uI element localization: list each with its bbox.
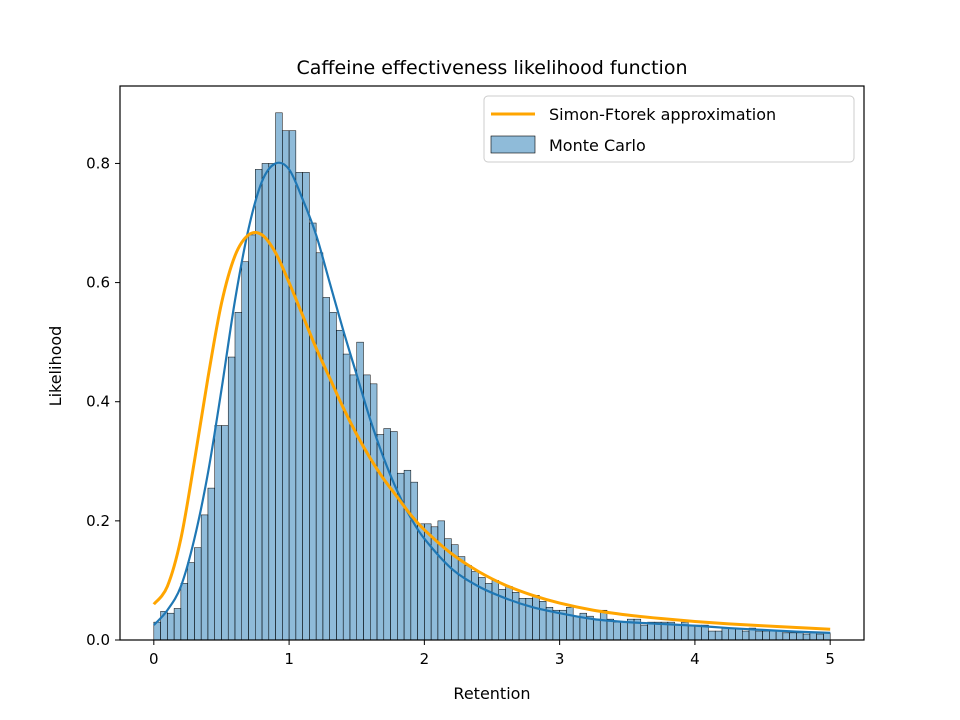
histogram-bar <box>505 586 513 641</box>
histogram-bar <box>742 630 750 641</box>
legend: Simon-Ftorek approximation Monte Carlo <box>483 95 855 163</box>
histogram-bar <box>410 481 418 641</box>
series-line-simon-ftorek-approximation <box>152 231 831 631</box>
histogram-bar <box>255 169 263 641</box>
histogram-bar <box>599 609 608 641</box>
histogram-bar <box>207 487 215 641</box>
histogram-bars <box>153 112 831 641</box>
histogram-bar <box>180 583 188 641</box>
histogram-bar <box>552 609 560 641</box>
x-tick-label: 4 <box>690 650 700 668</box>
histogram-bar <box>457 556 466 641</box>
histogram-bar <box>194 547 202 641</box>
histogram-bar <box>593 618 601 641</box>
histogram-bar <box>248 234 256 641</box>
histogram-bar <box>755 630 763 641</box>
histogram-bar <box>491 580 500 641</box>
x-tick-label: 3 <box>555 650 565 668</box>
y-axis-ticks: 0.0 0.2 0.4 0.6 0.8 <box>86 154 120 649</box>
x-tick-label: 0 <box>149 650 159 668</box>
histogram-bar <box>532 595 540 641</box>
x-tick-label: 2 <box>420 650 430 668</box>
x-tick-label: 1 <box>284 650 294 668</box>
histogram-bar <box>606 618 614 641</box>
legend-box <box>483 95 855 163</box>
histogram-bar <box>613 621 621 641</box>
histogram-bar <box>816 633 824 641</box>
histogram-bar <box>376 434 385 641</box>
legend-patch-swatch <box>490 135 536 154</box>
y-tick-label: 0.0 <box>86 631 110 649</box>
histogram-bar <box>288 130 297 641</box>
y-tick-label: 0.8 <box>86 154 110 172</box>
y-tick-label: 0.2 <box>86 512 110 530</box>
histogram-bar <box>789 632 797 641</box>
histogram-bar <box>775 630 784 641</box>
histogram-bar <box>437 520 445 641</box>
y-axis-label: Likelihood <box>46 326 65 407</box>
histogram-bar <box>721 627 729 641</box>
histogram-bar <box>735 629 743 641</box>
histogram-bar <box>620 621 628 641</box>
histogram-bar <box>349 374 357 641</box>
plot-frame <box>119 85 865 641</box>
histogram-bar <box>566 606 574 641</box>
histogram-bar <box>714 630 723 641</box>
legend-label-simon-ftorek: Simon-Ftorek approximation <box>549 105 776 124</box>
histogram-bar <box>187 562 195 641</box>
histogram-bar <box>275 112 283 641</box>
x-axis-ticks: 0 1 2 3 4 5 <box>149 640 835 668</box>
histogram-bar <box>173 608 182 641</box>
histogram-bar <box>309 222 317 641</box>
histogram-bar <box>823 632 831 641</box>
histogram-bar <box>295 172 303 641</box>
histogram-bar <box>315 252 324 641</box>
histogram-bar <box>471 571 479 641</box>
histogram-bar <box>214 425 222 641</box>
histogram-bar <box>221 425 229 641</box>
histogram-bar <box>336 329 344 641</box>
histogram-bar <box>728 627 736 641</box>
histogram-bar <box>802 633 811 641</box>
histogram-bar <box>796 632 804 641</box>
histogram-bar <box>329 312 337 641</box>
histogram-bar <box>640 624 648 641</box>
y-tick-label: 0.4 <box>86 393 110 411</box>
histogram-bar <box>708 630 716 641</box>
histogram-bar <box>647 621 655 641</box>
histogram-bar <box>234 312 242 641</box>
histogram-bar <box>302 172 310 641</box>
x-axis-label: Retention <box>453 684 530 703</box>
histogram-bar <box>167 612 175 641</box>
y-tick-label: 0.6 <box>86 274 110 292</box>
histogram-bar <box>390 431 398 641</box>
series-line-monte-carlo-kde <box>153 161 831 634</box>
histogram-bar <box>342 353 351 641</box>
histogram-bar <box>572 615 581 641</box>
histogram-bar <box>512 592 520 641</box>
curves <box>152 161 831 634</box>
histogram-bar <box>809 632 817 641</box>
chart-title: Caffeine effectiveness likelihood functi… <box>296 57 687 79</box>
histogram-bar <box>687 624 696 641</box>
histogram-bar <box>417 523 425 641</box>
histogram-bar <box>268 163 276 641</box>
histogram-bar <box>241 261 249 641</box>
histogram-bar <box>322 297 330 641</box>
histogram-bar <box>227 356 236 641</box>
x-tick-label: 5 <box>825 650 835 668</box>
histogram-bar <box>464 565 472 641</box>
histogram-bar <box>200 514 209 641</box>
histogram-bar <box>539 601 547 641</box>
histogram-bar <box>282 130 290 641</box>
histogram-bar <box>674 624 682 641</box>
histogram-bar <box>403 469 412 641</box>
legend-label-monte-carlo: Monte Carlo <box>549 136 646 155</box>
histogram-bar <box>769 630 777 641</box>
histogram-bar <box>694 624 702 641</box>
histogram-bar <box>430 526 439 641</box>
histogram-bar <box>762 630 770 641</box>
histogram-bar <box>782 632 790 641</box>
